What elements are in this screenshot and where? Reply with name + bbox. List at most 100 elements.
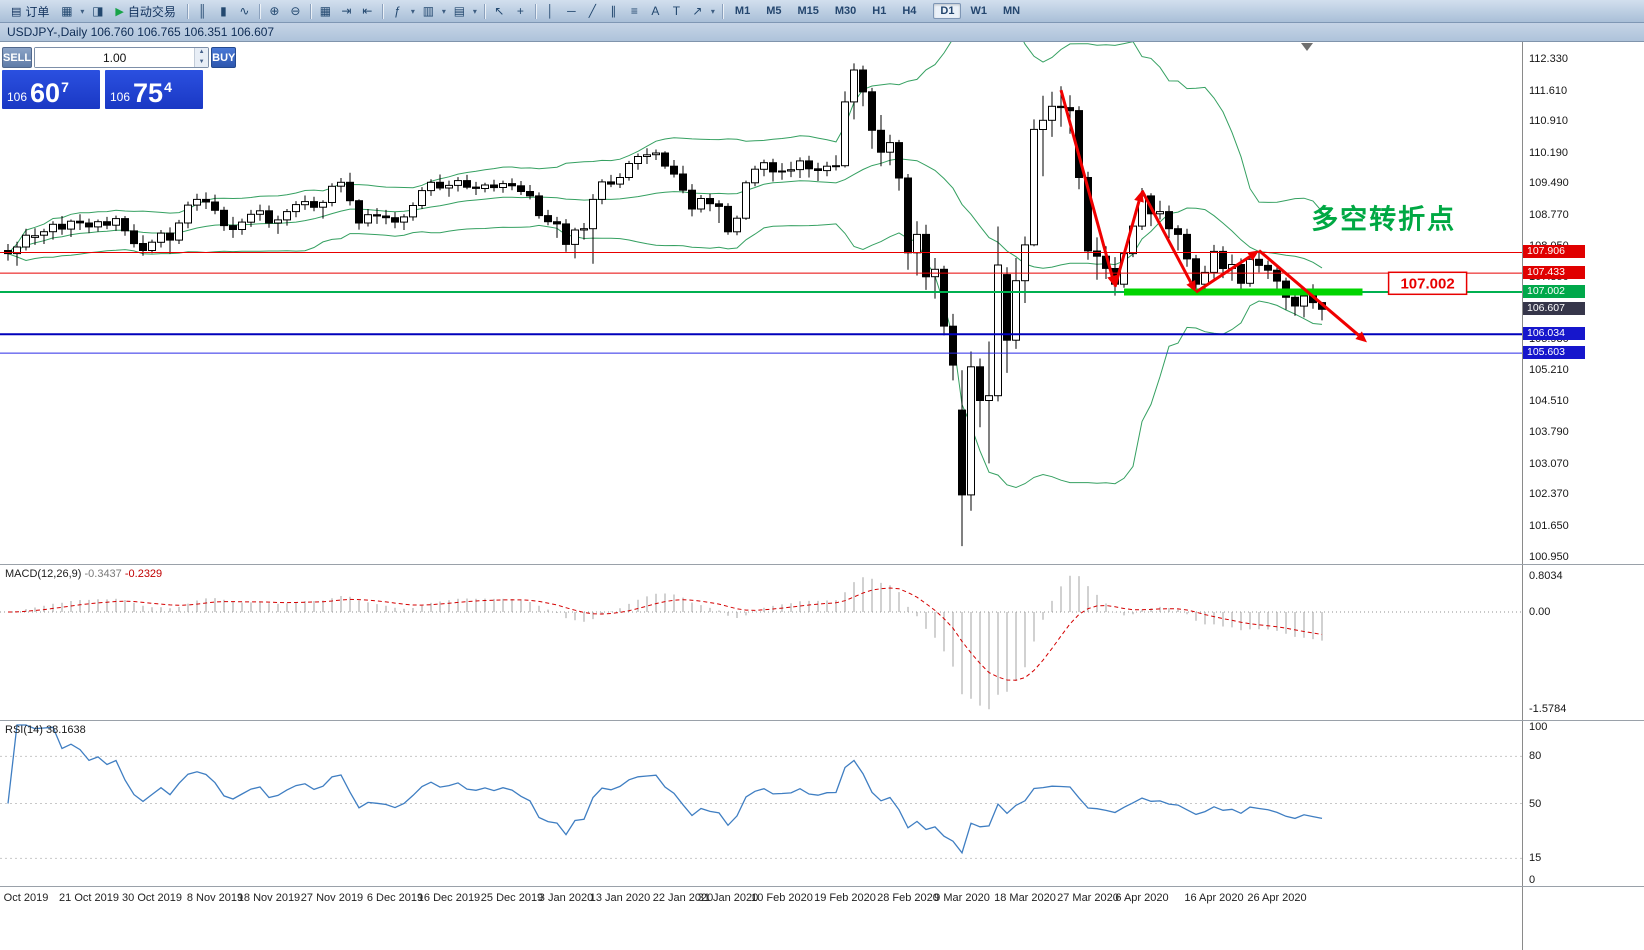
indicators-icon[interactable]: ƒ <box>394 4 401 18</box>
time-axis-label: 21 Oct 2019 <box>59 892 119 904</box>
timeframe-m15-button[interactable]: M15 <box>797 5 819 17</box>
main-chart-canvas[interactable]: 多空转折点 107.002 <box>0 42 1522 564</box>
templates-caret[interactable]: ▾ <box>472 6 477 16</box>
fibonacci-icon[interactable]: ≡ <box>630 4 638 18</box>
arrows-caret[interactable]: ▾ <box>710 6 715 16</box>
timeframe-d1-button[interactable]: D1 <box>933 3 962 19</box>
price-tick-label: 101.650 <box>1529 520 1569 532</box>
zigzag-arrowhead-2[interactable] <box>1134 190 1144 203</box>
rsi-tick-label: 15 <box>1529 852 1542 864</box>
price-tick-label: 109.490 <box>1529 177 1569 189</box>
zigzag-arrowhead-4[interactable] <box>1247 250 1259 261</box>
toolbar-separator <box>721 3 723 19</box>
macd-histogram <box>16 575 1323 710</box>
cursor-icon[interactable]: ↖ <box>494 4 505 18</box>
macd-canvas[interactable] <box>0 565 1522 720</box>
timeframe-m5-button[interactable]: M5 <box>766 5 782 17</box>
periods-caret[interactable]: ▾ <box>441 6 446 16</box>
timeframe-m30-button[interactable]: M30 <box>834 5 857 17</box>
auto-scroll-icon[interactable]: ⇥ <box>341 4 352 18</box>
rsi-tick-label: 100 <box>1529 721 1548 733</box>
rsi-row: RSI(14) 38.1638 100 80 50 15 0 <box>0 720 1644 886</box>
new-chart-caret[interactable]: ▾ <box>80 6 85 16</box>
macd-tick-label: 0.8034 <box>1529 570 1563 582</box>
zigzag-arrow-3[interactable] <box>1140 189 1193 284</box>
time-axis-label: Oct 2019 <box>3 892 49 904</box>
arrows-icon[interactable]: ↗ <box>692 4 703 18</box>
trend-annotation-text[interactable]: 多空转折点 <box>1311 204 1456 235</box>
time-axis-label: 16 Dec 2019 <box>417 892 481 904</box>
main-chart-pane[interactable]: 多空转折点 107.002 SELL ▲ ▼ BUY 106 <box>0 42 1522 564</box>
autotrading-button-label: 自动交易 <box>127 4 176 19</box>
macd-label: MACD(12,26,9) -0.3437 -0.2329 <box>5 568 162 580</box>
timeframe-h4-button[interactable]: H4 <box>902 5 917 17</box>
text-icon[interactable]: A <box>651 4 660 18</box>
timeframe-mn-button[interactable]: MN <box>1002 5 1021 17</box>
trendline-icon[interactable]: ╱ <box>588 4 597 18</box>
templates-icon[interactable]: ▤ <box>453 4 466 18</box>
timeframe-w1-button[interactable]: W1 <box>970 5 987 17</box>
profiles-icon[interactable]: ◨ <box>92 4 104 18</box>
new-chart-icon[interactable]: ▦ <box>61 4 73 18</box>
buy-button[interactable]: BUY <box>211 47 237 68</box>
zigzag-arrow-4[interactable] <box>1195 255 1251 294</box>
price-axis-box-106607: 106.607 <box>1523 302 1585 315</box>
autotrading-play-icon: ▶ <box>115 5 124 18</box>
vertical-line-icon[interactable]: │ <box>546 4 555 18</box>
price-tick-label: 110.910 <box>1529 115 1568 127</box>
volume-input[interactable] <box>35 48 195 67</box>
price-tick-label: 103.070 <box>1529 458 1569 470</box>
time-axis-label: 27 Nov 2019 <box>300 892 364 904</box>
price-tick-label: 111.610 <box>1529 85 1568 97</box>
price-tick-label: 108.770 <box>1529 209 1569 221</box>
bollinger-lower-band <box>7 223 1323 489</box>
chart-shift-marker[interactable] <box>1301 43 1313 51</box>
zigzag-arrow-5[interactable] <box>1258 249 1360 337</box>
candlestick-chart-icon[interactable]: ▮ <box>220 4 227 18</box>
price-axis-box-107002: 107.002 <box>1523 285 1585 298</box>
zigzag-arrowhead-5[interactable] <box>1355 331 1367 343</box>
bid-point: 7 <box>61 79 69 95</box>
rsi-line <box>7 724 1323 855</box>
zoom-in-icon[interactable]: ⊕ <box>269 4 280 18</box>
indicators-caret[interactable]: ▾ <box>410 6 415 16</box>
line-chart-icon[interactable]: ∿ <box>239 4 250 18</box>
timeframe-h1-button[interactable]: H1 <box>872 5 887 17</box>
autotrading-button[interactable]: ▶ 自动交易 <box>108 2 182 21</box>
rsi-tick-label: 0 <box>1529 874 1536 886</box>
rsi-label: RSI(14) 38.1638 <box>5 724 86 736</box>
time-axis-label: 6 Apr 2020 <box>1115 892 1169 904</box>
time-axis-label: 28 Feb 2020 <box>877 892 939 904</box>
volume-up-icon[interactable]: ▲ <box>195 48 209 58</box>
price-axis-box-107433: 107.433 <box>1523 266 1585 279</box>
volume-spinner[interactable]: ▲ ▼ <box>194 48 209 67</box>
timeframe-m1-button[interactable]: M1 <box>734 5 751 17</box>
price-tick-label: 104.510 <box>1529 395 1569 407</box>
tile-windows-icon[interactable]: ▦ <box>319 4 332 18</box>
channel-icon[interactable]: ∥ <box>610 4 617 18</box>
price-callout-box[interactable] <box>1387 271 1468 296</box>
macd-tick-label: -1.5784 <box>1529 703 1567 715</box>
bar-chart-icon[interactable]: ║ <box>198 4 207 18</box>
macd-pane[interactable]: MACD(12,26,9) -0.3437 -0.2329 <box>0 565 1522 720</box>
periods-icon[interactable]: ▥ <box>422 4 435 18</box>
new-order-button[interactable]: ▤ 订单 <box>4 2 56 21</box>
crosshair-icon[interactable]: + <box>516 4 524 18</box>
zigzag-arrow-1[interactable] <box>1059 89 1114 277</box>
chart-shift-icon[interactable]: ⇤ <box>362 4 373 18</box>
rsi-pane[interactable]: RSI(14) 38.1638 <box>0 721 1522 886</box>
volume-down-icon[interactable]: ▼ <box>195 57 209 67</box>
zoom-out-icon[interactable]: ⊖ <box>290 4 301 18</box>
bid-pips: 60 <box>30 78 61 108</box>
text-label-icon[interactable]: T <box>672 4 681 18</box>
sell-button[interactable]: SELL <box>2 47 33 68</box>
zigzag-arrow-2[interactable] <box>1113 200 1141 288</box>
buy-price-display[interactable]: 106 75 4 <box>105 70 203 109</box>
sell-price-display[interactable]: 106 60 7 <box>2 70 100 109</box>
time-axis[interactable]: Oct 2019 21 Oct 2019 30 Oct 2019 8 Nov 2019… <box>0 887 1522 950</box>
horizontal-line-icon[interactable]: ─ <box>567 4 576 18</box>
rsi-canvas[interactable] <box>0 721 1522 886</box>
zigzag-arrowhead-3[interactable] <box>1186 280 1196 293</box>
time-axis-label: 25 Dec 2019 <box>480 892 544 904</box>
